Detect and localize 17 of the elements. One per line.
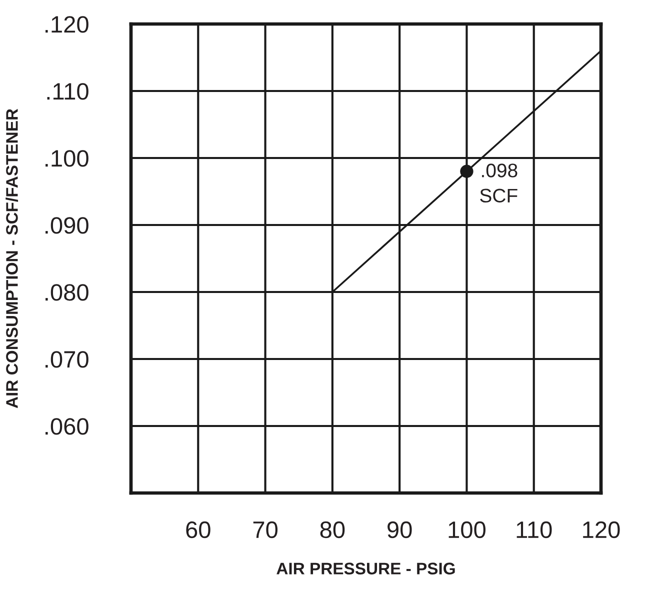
y-tick-label: .090 xyxy=(46,217,88,234)
y-tick-label: .070 xyxy=(46,351,88,368)
y-tick-label: .060 xyxy=(46,418,88,435)
y-tick-label: .110 xyxy=(47,83,88,100)
x-axis-title: AIR PRESSURE - PSIG xyxy=(276,562,455,574)
x-tick-label: 110 xyxy=(516,521,552,538)
x-tick-label: 70 xyxy=(253,521,278,538)
x-tick-label: 80 xyxy=(320,521,345,538)
annotation: .098 SCF xyxy=(480,164,518,203)
x-tick-label: 90 xyxy=(388,521,412,538)
x-tick-label: 120 xyxy=(583,521,620,538)
x-tick-label: 100 xyxy=(448,521,486,538)
y-tick-label: .120 xyxy=(46,16,88,33)
y-tick-label: .080 xyxy=(46,284,88,301)
y-tick-label: .100 xyxy=(46,150,88,167)
y-axis-title: AIR CONSUMPTION - SCF/FASTENER xyxy=(6,108,18,408)
x-tick-label: 60 xyxy=(186,521,210,538)
